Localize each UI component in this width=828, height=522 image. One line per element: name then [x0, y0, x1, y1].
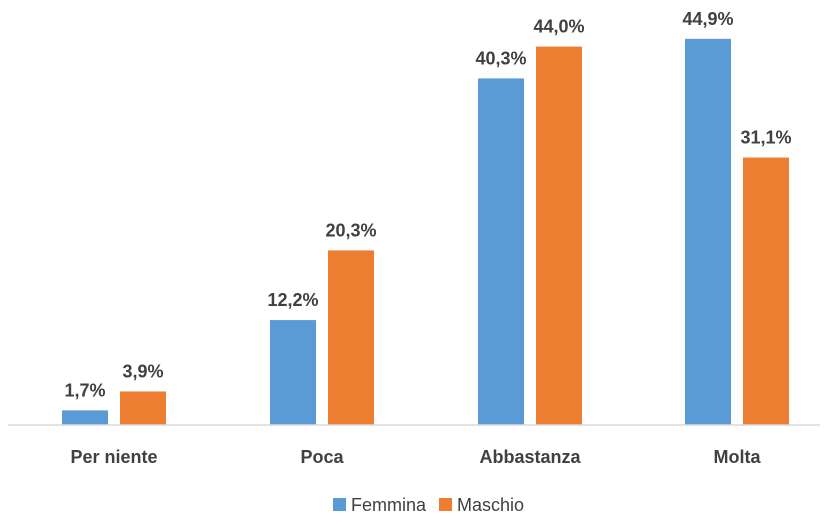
category-label-0: Per niente — [70, 447, 157, 467]
data-label-maschio-2: 44,0% — [533, 17, 584, 37]
category-label-3: Molta — [714, 447, 762, 467]
data-label-maschio-3: 31,1% — [740, 128, 791, 148]
bar-femmina-3 — [685, 38, 731, 426]
category-labels-group: Per niente Poca Abbastanza Molta — [70, 447, 761, 467]
legend: Femmina Maschio — [333, 495, 524, 515]
legend-label-femmina: Femmina — [351, 495, 427, 515]
bar-femmina-0 — [62, 410, 108, 425]
data-label-maschio-1: 20,3% — [325, 220, 376, 240]
bar-maschio-2 — [536, 46, 582, 425]
bar-maschio-0 — [120, 391, 166, 425]
data-label-femmina-1: 12,2% — [267, 290, 318, 310]
bar-maschio-3 — [743, 157, 789, 426]
data-label-maschio-0: 3,9% — [122, 361, 163, 381]
category-label-1: Poca — [300, 447, 344, 467]
legend-swatch-femmina — [333, 498, 346, 511]
bar-femmina-1 — [270, 320, 316, 425]
bar-femmina-2 — [478, 78, 524, 426]
data-label-femmina-2: 40,3% — [475, 48, 526, 68]
category-label-2: Abbastanza — [479, 447, 581, 467]
bars-group — [62, 38, 789, 426]
data-label-femmina-3: 44,9% — [682, 9, 733, 29]
legend-swatch-maschio — [439, 498, 452, 511]
data-label-femmina-0: 1,7% — [64, 380, 105, 400]
bar-maschio-1 — [328, 250, 374, 425]
legend-label-maschio: Maschio — [457, 495, 524, 515]
data-labels-group: 1,7% 3,9% 12,2% 20,3% 40,3% 44,0% 44,9% 31,1% — [64, 9, 791, 401]
